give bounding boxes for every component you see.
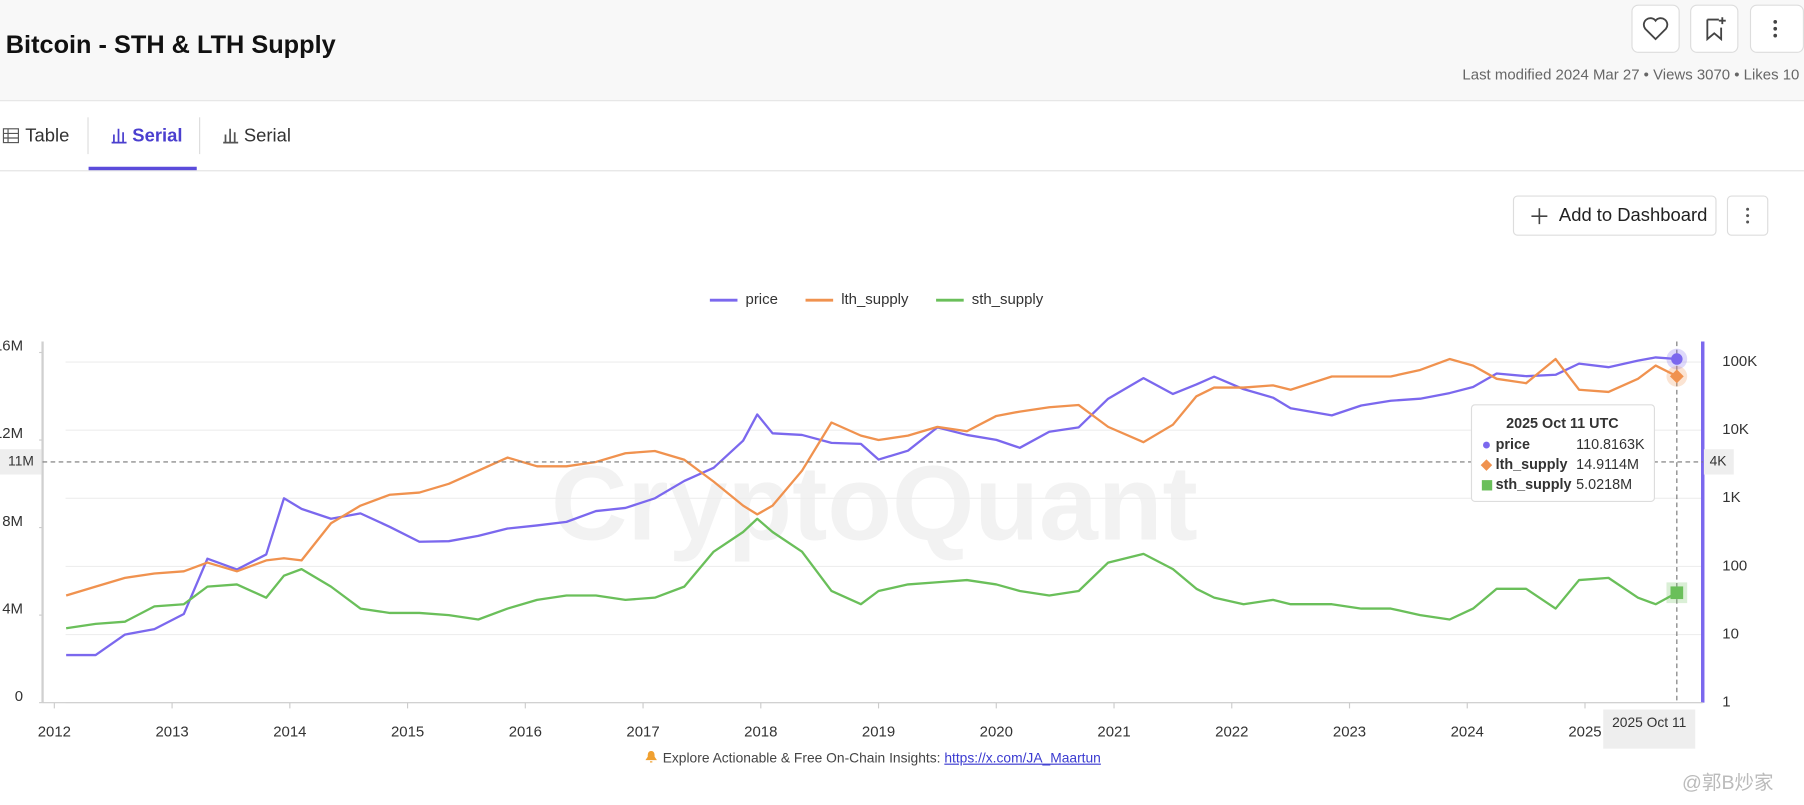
dots-icon [1746, 207, 1750, 224]
footer-text: Explore Actionable & Free On-Chain Insig… [662, 749, 945, 766]
tooltip-swatch [1481, 480, 1493, 491]
header: Bitcoin - STH & LTH Supply Last modified… [0, 0, 1804, 102]
chart-icon [223, 128, 239, 144]
x-tick-label: 2013 [155, 724, 188, 741]
tab-active[interactable]: Serial [132, 126, 183, 147]
page-title: Bitcoin - STH & LTH Supply [5, 29, 336, 59]
tab-bar: Table Serial Serial [0, 101, 1804, 172]
tooltip-value: 14.9114M [1576, 457, 1639, 473]
y2-tick-label: 100K [1722, 353, 1757, 370]
more-button[interactable] [1726, 195, 1769, 236]
end-marker [1669, 369, 1684, 384]
x-tick-label: 2017 [626, 724, 659, 741]
separator [199, 117, 201, 155]
legend-label: price [746, 291, 778, 308]
y-tick-label: 12M [0, 425, 23, 442]
x-tick-label: 2022 [1215, 724, 1248, 741]
crosshair-label-bg [0, 449, 42, 475]
x-tick-label: 2024 [1451, 724, 1484, 741]
tooltip-swatch [1480, 459, 1493, 471]
tooltip: 2025 Oct 11 UTC price 110.8163K lth_supply 1… [1470, 404, 1655, 502]
x-tick-label: 2016 [509, 724, 542, 741]
tooltip-name: sth_supply [1496, 477, 1572, 493]
y-tick-label: 8M [2, 513, 23, 530]
y2-tick-label: 1 [1722, 694, 1730, 711]
menu-button[interactable] [1749, 4, 1804, 53]
y2-tick-label: 10K [1722, 421, 1749, 438]
dots-icon [1773, 20, 1778, 38]
y-tick-label: 16M [0, 338, 23, 355]
plus-icon [1531, 208, 1548, 225]
separator [87, 117, 89, 155]
table-icon [2, 128, 19, 144]
tab[interactable]: Serial [243, 126, 291, 147]
x-tick-label: 2014 [273, 724, 306, 741]
corner-watermark: @郭B炒家 [1682, 771, 1774, 794]
tab-underline [88, 166, 197, 171]
end-marker [1671, 353, 1683, 365]
bookmark-button[interactable] [1690, 4, 1739, 53]
legend-label: lth_supply [841, 291, 909, 308]
add-dashboard-button[interactable]: Add to Dashboard [1512, 195, 1717, 236]
x-tick-label: 2021 [1097, 724, 1130, 741]
crosshair-y-label: 11M [8, 454, 34, 469]
heart-icon [1642, 17, 1669, 41]
meta-info: Last modified 2024 Mar 27 • Views 3070 •… [1462, 65, 1800, 83]
x-tick-label: 2018 [744, 724, 777, 741]
bell-icon [645, 750, 657, 763]
footer: Explore Actionable & Free On-Chain Insig… [644, 750, 1101, 766]
tooltip-title: 2025 Oct 11 UTC [1506, 416, 1619, 432]
series-line [65, 357, 1678, 597]
x-tick-label: 2020 [980, 724, 1013, 741]
x-tick-label: 2023 [1333, 724, 1366, 741]
x-tick-label: 2025 [1568, 724, 1601, 741]
footer-link[interactable]: https://x.com/JA_Maartun [944, 749, 1101, 766]
series-line [66, 356, 1677, 657]
y-tick-label: 4M [2, 600, 23, 617]
like-button[interactable] [1631, 4, 1680, 53]
x-tick-label: 2019 [862, 724, 895, 741]
y2-tick-label: 100 [1722, 557, 1747, 574]
y-tick-label: 0 [15, 688, 23, 705]
tooltip-name: lth_supply [1496, 457, 1568, 473]
tooltip-bg [1470, 404, 1655, 502]
watermark: CryptoQuant [551, 445, 1198, 563]
legend-label: sth_supply [972, 291, 1044, 308]
chart-icon [111, 128, 127, 144]
tooltip-value: 110.8163K [1576, 437, 1645, 453]
tab[interactable]: Table [25, 126, 70, 147]
crosshair-x-label: 2025 Oct 11 [1612, 715, 1686, 730]
button-label: Add to Dashboard [1558, 205, 1708, 226]
y2-tick-label: 1K [1722, 489, 1740, 506]
tooltip-value: 5.0218M [1576, 477, 1632, 493]
crosshair-label-bg [1703, 449, 1734, 475]
y2-tick-label: 10 [1722, 625, 1739, 642]
tooltip-name: price [1496, 437, 1530, 453]
end-marker [1670, 586, 1684, 600]
series-line [65, 517, 1678, 630]
crosshair-label-bg [1603, 709, 1696, 749]
crosshair-y2-label: 4K [1710, 454, 1728, 469]
x-tick-label: 2015 [391, 724, 424, 741]
tooltip-swatch [1482, 441, 1490, 449]
bookmark-icon [1706, 17, 1726, 42]
x-tick-label: 2012 [38, 724, 71, 741]
